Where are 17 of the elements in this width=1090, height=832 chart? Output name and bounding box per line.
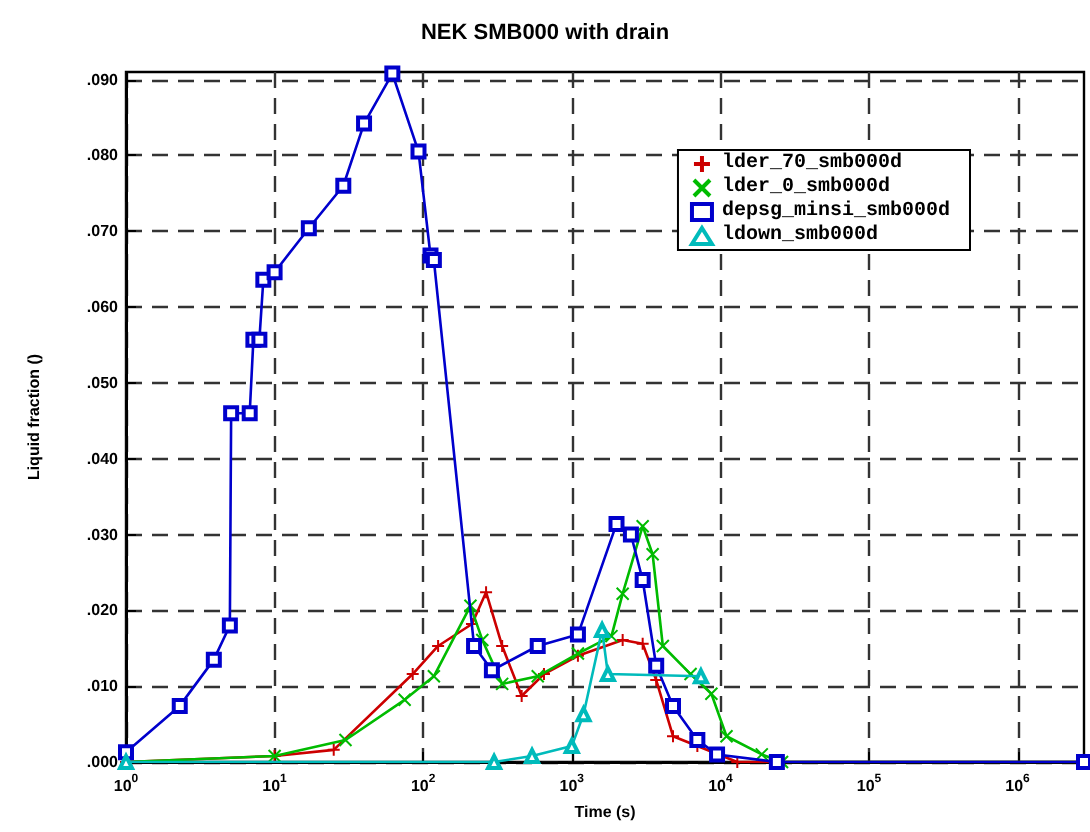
y-tick-label: .040 xyxy=(86,449,120,468)
y-tick-label: .090 xyxy=(86,70,120,89)
x-axis-title: Time (s) xyxy=(574,802,637,821)
chart-title: NEK SMB000 with drain xyxy=(420,21,670,45)
legend-label: ldown_smb000d xyxy=(721,223,878,247)
y-tick-label: .020 xyxy=(86,601,120,620)
y-tick-label: .010 xyxy=(86,677,120,696)
y-tick-label: .000 xyxy=(86,753,120,771)
y-tick-label: .080 xyxy=(86,146,120,165)
y-tick-label: .060 xyxy=(86,298,120,317)
legend-label: depsg_minsi_smb000d xyxy=(721,199,951,223)
y-tick-label: .050 xyxy=(86,373,120,392)
y-tick-label: .030 xyxy=(86,525,120,544)
y-tick-label: .070 xyxy=(86,222,120,241)
legend-label: lder_70_smb000d xyxy=(721,151,902,175)
y-axis-title: Liquid fraction () xyxy=(25,353,43,481)
legend-label: lder_0_smb000d xyxy=(721,175,890,199)
